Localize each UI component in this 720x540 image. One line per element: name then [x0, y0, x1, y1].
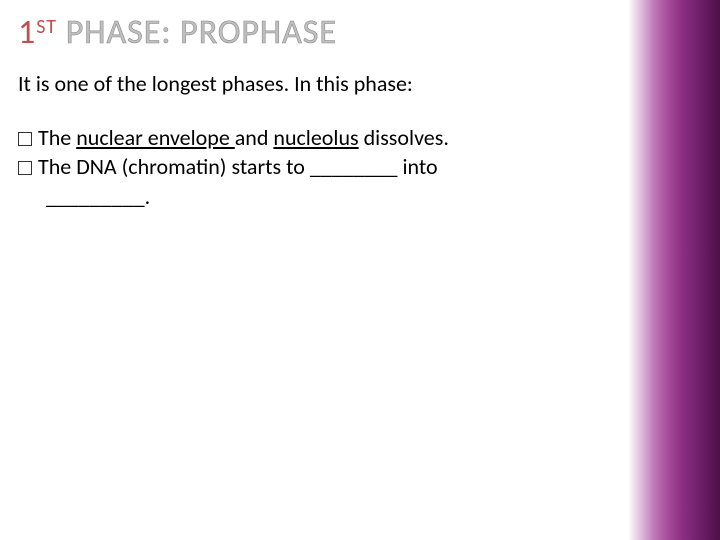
bullet2-blank-2: _________ — [46, 183, 145, 210]
bullet2-mid: into — [397, 153, 437, 180]
title-number: 1 — [18, 12, 36, 53]
slide: 1ST PHASE: PROPHASE It is one of the lon… — [0, 0, 720, 540]
bullet-item-2-continuation: _________. — [46, 183, 610, 211]
bullet2-blank-1: ________ — [310, 153, 398, 180]
bullet-item-2: The DNA (chromatin) starts to ________ i… — [18, 153, 610, 181]
slide-body: It is one of the longest phases. In this… — [18, 70, 610, 210]
bullet-square-icon — [18, 161, 32, 175]
bullet2-prefix: The DNA (chromatin) starts to — [38, 153, 310, 180]
bullet1-prefix: The — [38, 124, 76, 151]
bullet1-mid: and — [235, 124, 274, 151]
bullet2-suffix: . — [145, 183, 151, 210]
slide-title: 1ST PHASE: PROPHASE — [18, 12, 337, 53]
intro-text: It is one of the longest phases. In this… — [18, 70, 610, 98]
bullet1-suffix: dissolves. — [359, 124, 449, 151]
title-text: PHASE: PROPHASE — [57, 12, 337, 53]
bullet1-underline-1: nuclear envelope — [76, 124, 235, 151]
title-ordinal: ST — [36, 15, 57, 39]
side-gradient-decoration — [628, 0, 720, 540]
bullet-square-icon — [18, 132, 32, 146]
bullet1-underline-2: nucleolus — [273, 124, 358, 151]
bullet-item-1: The nuclear envelope and nucleolus disso… — [18, 124, 610, 152]
